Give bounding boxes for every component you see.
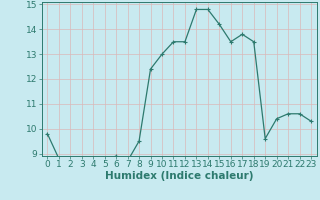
X-axis label: Humidex (Indice chaleur): Humidex (Indice chaleur)	[105, 171, 253, 181]
